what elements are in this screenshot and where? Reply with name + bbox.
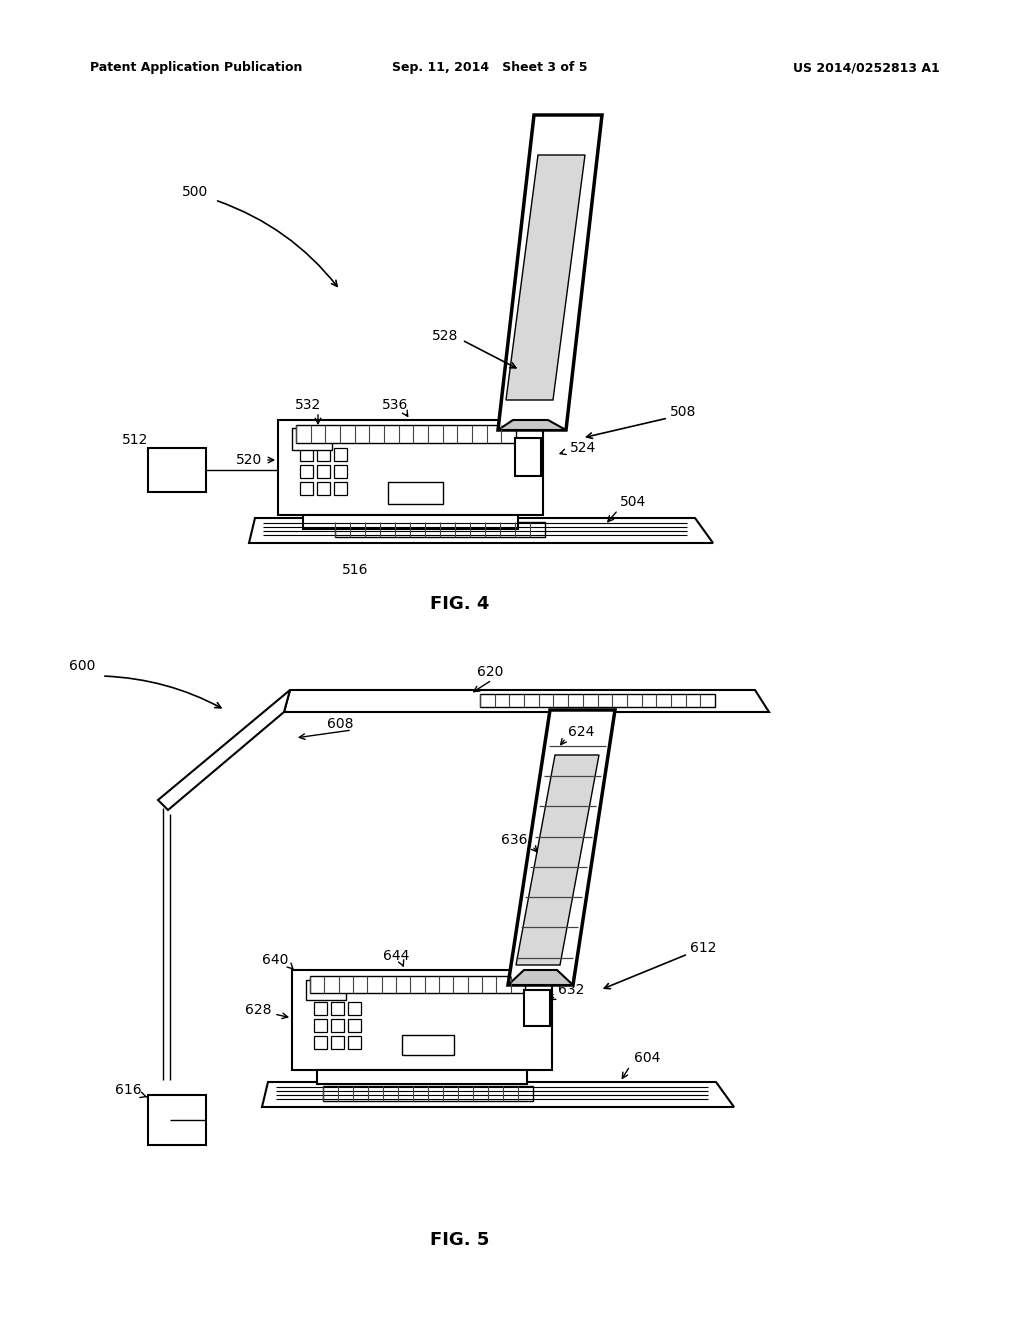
Polygon shape (498, 115, 602, 430)
Text: 628: 628 (246, 1003, 272, 1016)
Text: 536: 536 (382, 399, 409, 412)
Bar (348, 1019, 361, 1032)
Polygon shape (508, 710, 615, 985)
Text: 504: 504 (620, 495, 646, 510)
Bar (296, 425, 516, 444)
Text: 528: 528 (432, 329, 458, 343)
Text: 532: 532 (295, 399, 322, 412)
Text: 520: 520 (236, 453, 262, 467)
Bar (331, 1002, 344, 1015)
Bar (317, 447, 330, 461)
Text: 512: 512 (122, 433, 148, 447)
Polygon shape (249, 517, 713, 543)
Bar (348, 1036, 361, 1049)
Bar (348, 1002, 361, 1015)
Text: 508: 508 (670, 405, 696, 418)
Bar (278, 420, 543, 515)
Bar (331, 1036, 344, 1049)
Bar (334, 465, 347, 478)
Bar (314, 1002, 327, 1015)
Text: 624: 624 (568, 725, 594, 739)
Text: 516: 516 (342, 564, 369, 577)
Bar (515, 438, 541, 477)
Bar (334, 482, 347, 495)
Text: US 2014/0252813 A1: US 2014/0252813 A1 (794, 62, 940, 74)
Bar (317, 482, 330, 495)
Bar (300, 465, 313, 478)
Text: 640: 640 (261, 953, 288, 968)
Bar (335, 521, 545, 537)
Bar (292, 428, 332, 450)
Polygon shape (516, 755, 599, 965)
Text: Patent Application Publication: Patent Application Publication (90, 62, 302, 74)
Bar (317, 1071, 527, 1084)
Bar (402, 1035, 454, 1055)
Text: 500: 500 (182, 185, 208, 199)
Text: 524: 524 (570, 441, 596, 455)
Text: 632: 632 (558, 983, 585, 997)
Text: 616: 616 (116, 1082, 142, 1097)
Text: 636: 636 (502, 833, 528, 847)
Bar (306, 979, 346, 1001)
Bar (317, 465, 330, 478)
Polygon shape (158, 690, 290, 810)
Polygon shape (262, 1082, 734, 1107)
Bar (334, 447, 347, 461)
Bar (314, 1019, 327, 1032)
Text: 608: 608 (327, 717, 353, 731)
Text: 604: 604 (634, 1051, 660, 1065)
Text: FIG. 5: FIG. 5 (430, 1232, 489, 1249)
Polygon shape (498, 420, 566, 430)
Bar (323, 1086, 534, 1101)
Bar (303, 515, 518, 529)
Bar (292, 970, 552, 1071)
Polygon shape (506, 154, 585, 400)
Text: 620: 620 (477, 665, 503, 678)
Polygon shape (508, 970, 573, 985)
Bar (314, 1036, 327, 1049)
Bar (480, 694, 715, 708)
Bar (331, 1019, 344, 1032)
Bar (524, 990, 550, 1026)
Bar (300, 482, 313, 495)
Bar (300, 447, 313, 461)
Polygon shape (284, 690, 769, 711)
Text: Sep. 11, 2014   Sheet 3 of 5: Sep. 11, 2014 Sheet 3 of 5 (392, 62, 588, 74)
Text: 644: 644 (383, 949, 410, 964)
Text: 612: 612 (690, 941, 717, 954)
Bar (310, 975, 525, 993)
Text: FIG. 4: FIG. 4 (430, 595, 489, 612)
Bar (148, 1096, 206, 1144)
Bar (388, 482, 443, 504)
Text: 600: 600 (69, 659, 95, 673)
Bar (148, 447, 206, 492)
